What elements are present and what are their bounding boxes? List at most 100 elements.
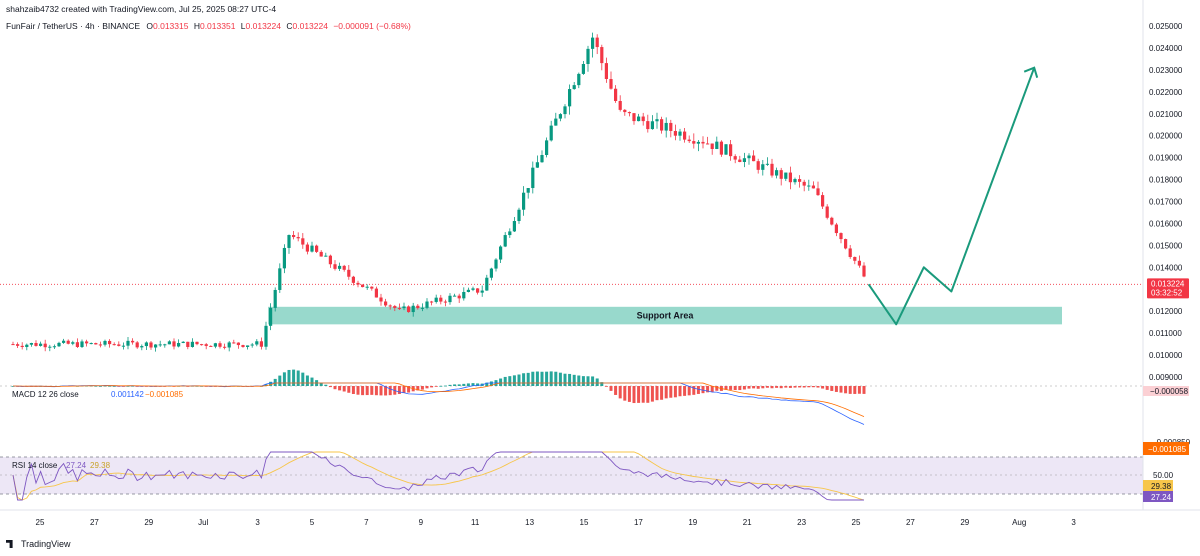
support-area[interactable] [268, 306, 1062, 325]
candle-body [798, 179, 802, 182]
macd-bar [379, 386, 383, 396]
macd-bar [310, 377, 314, 386]
candle-body [775, 170, 779, 176]
candle-body [577, 73, 581, 86]
macd-bar [554, 371, 558, 386]
candle-body [328, 255, 332, 265]
macd-bar [545, 371, 549, 386]
macd-bar [807, 386, 811, 388]
signal-value: −0.001085 [145, 390, 184, 399]
candle-body [724, 144, 728, 155]
price-axis[interactable]: 0.025000 0.024000 0.023000 0.022000 0.021000… [1149, 22, 1183, 382]
projection-path[interactable] [867, 67, 1036, 326]
candle-body [34, 343, 38, 346]
macd-bar [862, 386, 866, 394]
macd-bar [729, 386, 733, 390]
candle-body [269, 307, 273, 326]
macd-bar [453, 384, 457, 386]
candle-body [747, 155, 751, 159]
candle-body [471, 288, 475, 290]
macd-bar [365, 386, 369, 396]
macd-bar [609, 386, 613, 391]
countdown-timer: 03:32:52 [1151, 288, 1183, 297]
candle-body [52, 346, 56, 348]
candle-body [177, 342, 181, 347]
macd-bar [278, 375, 282, 386]
candle-body [793, 179, 797, 183]
price-axis-label: 0.020000 [1149, 132, 1183, 141]
macd-bar [591, 376, 595, 386]
rsi-label[interactable]: RSI 14 close [12, 461, 58, 470]
macd-bar [678, 386, 682, 397]
macd-bar [696, 386, 700, 394]
candle-body [554, 118, 558, 126]
macd-bar [489, 381, 493, 386]
macd-bar [811, 386, 815, 388]
price-axis-label: 0.022000 [1149, 88, 1183, 97]
candle-body [144, 342, 148, 347]
price-axis-label: 0.019000 [1149, 154, 1183, 163]
time-axis-label: Aug [1012, 518, 1026, 527]
candle-body [29, 343, 33, 345]
rsi-tag-value: 27.24 [1151, 493, 1172, 502]
price-axis-label: 0.018000 [1149, 176, 1183, 185]
macd-bar [361, 386, 365, 396]
candle-body [733, 156, 737, 160]
candle-body [457, 295, 461, 299]
time-axis-label: 15 [580, 518, 589, 527]
macd-bar [604, 386, 608, 387]
candle-body [696, 141, 700, 144]
macd-bar [655, 386, 659, 401]
macd-bar [503, 376, 507, 386]
candle-body [416, 305, 420, 309]
macd-bar [98, 385, 102, 387]
macd-bar [466, 383, 470, 386]
candle-body [379, 297, 383, 302]
macd-bar [692, 386, 696, 395]
candle-body [347, 269, 351, 277]
macd-bar [558, 372, 562, 386]
candle-body [494, 259, 498, 269]
symbol-name[interactable]: FunFair / TetherUS · 4h · BINANCE [6, 21, 140, 31]
macd-bar [402, 386, 406, 394]
ohlc-high: 0.013351 [199, 21, 236, 31]
candle-body [802, 181, 806, 186]
candle-body [264, 325, 268, 347]
macd-bar [434, 386, 438, 387]
macd-bar [623, 386, 627, 401]
candle-body [614, 88, 618, 102]
candle-body [209, 345, 213, 347]
macd-bar [600, 382, 604, 386]
candle-body [407, 306, 411, 313]
macd-bar [370, 386, 374, 395]
candle-body [641, 116, 645, 122]
candle-body [627, 112, 631, 114]
candle-body [94, 343, 98, 345]
candle-body [512, 221, 516, 232]
macd-bar [784, 386, 788, 388]
price-axis-label: 0.015000 [1149, 241, 1183, 250]
macd-bar [802, 386, 806, 388]
candle-body [218, 343, 222, 347]
candle-body [43, 343, 47, 348]
candle-body [503, 235, 507, 247]
candle-body [632, 113, 636, 122]
candle-body [57, 342, 61, 347]
tradingview-brand[interactable]: TradingView [6, 539, 71, 549]
macd-bar [282, 372, 286, 386]
candle-body [788, 172, 792, 183]
macd-bar [627, 386, 631, 402]
candle-body [342, 265, 346, 270]
time-axis[interactable]: 25 27 29 Jul 3 5 7 9 11 13 15 17 19 21 23 25 27 29 Aug 3 [36, 518, 1077, 527]
candle-body [140, 346, 144, 348]
macd-bar [117, 386, 121, 387]
candle-body [315, 245, 319, 252]
candle-body [807, 185, 811, 187]
candle-body [710, 143, 714, 150]
macd-label[interactable]: MACD 12 26 close [12, 390, 79, 399]
candle-body [844, 239, 848, 249]
macd-bar [834, 386, 838, 392]
time-axis-label: 11 [471, 518, 480, 527]
macd-bar [476, 383, 480, 386]
